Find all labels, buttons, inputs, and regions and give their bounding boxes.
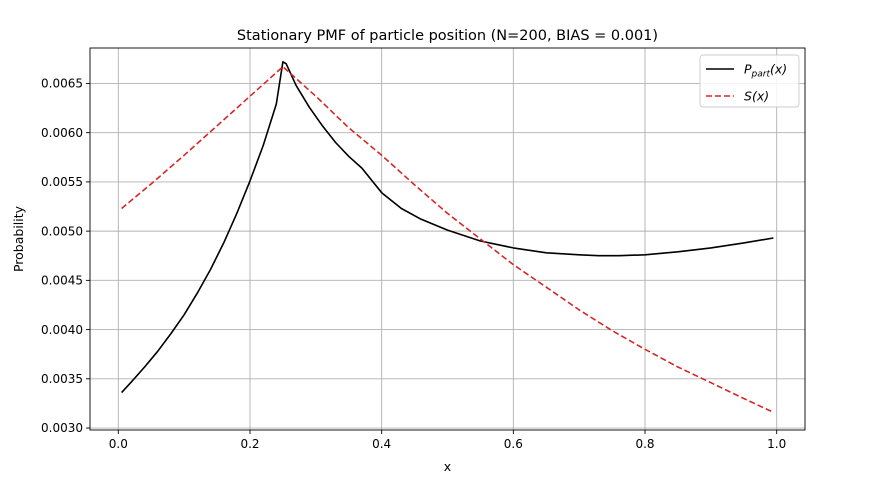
legend-label: Ppart(x) (744, 62, 787, 80)
y-tick-label: 0.0040 (41, 323, 83, 337)
y-tick-label: 0.0045 (41, 274, 83, 288)
x-tick-label: 0.0 (109, 437, 128, 451)
y-tick-label: 0.0060 (41, 126, 83, 140)
series-line-p-part (121, 60, 774, 394)
plot-frame (89, 47, 806, 431)
series-layer (121, 60, 774, 414)
ticks: 0.0 0.2 0.4 0.6 0.8 1.0 0.0030 0.0035 0.0040 0.00… (41, 77, 786, 451)
y-tick-label: 0.0030 (41, 421, 83, 435)
y-tick-label: 0.0065 (41, 77, 83, 91)
x-axis-label: x (444, 459, 451, 474)
x-tick-label: 1.0 (767, 437, 786, 451)
x-tick-label: 0.2 (240, 437, 259, 451)
y-axis-label: Probability (11, 205, 26, 272)
chart-title: Stationary PMF of particle position (N=2… (237, 28, 658, 44)
y-tick-label: 0.0035 (41, 372, 83, 386)
legend: Ppart(x) S(x) (699, 54, 800, 108)
x-tick-label: 0.8 (635, 437, 654, 451)
series-line-s (121, 65, 774, 414)
y-tick-label: 0.0050 (41, 224, 83, 238)
grid (90, 48, 805, 430)
x-tick-label: 0.4 (372, 437, 391, 451)
legend-box (699, 54, 800, 108)
legend-label: S(x) (744, 89, 769, 104)
y-tick-label: 0.0055 (41, 175, 83, 189)
x-tick-label: 0.6 (504, 437, 523, 451)
